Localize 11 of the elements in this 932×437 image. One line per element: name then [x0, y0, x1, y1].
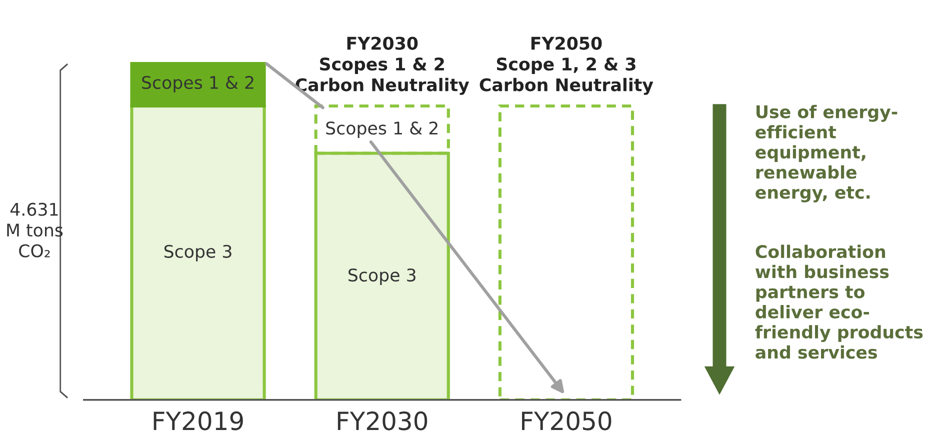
annotation: FY2030 Scopes 1 & 2 Carbon Neutrality	[296, 36, 470, 95]
x-tick-label: FY2019	[154, 411, 243, 430]
annotation: Scopes 1 & 2	[142, 76, 254, 92]
x-tick-label: FY2030	[338, 411, 428, 430]
annotation: FY2050 Scope 1, 2 & 3 Carbon Neutrality	[480, 36, 654, 95]
text: Collaboration with business partners to deliver eco- friendly products and services	[755, 244, 923, 359]
text: Use of energy- efficient equipment, renewable energy, etc.	[756, 104, 898, 202]
annotation: Scopes 1 & 2	[326, 122, 438, 138]
annotation: Scope 3	[348, 268, 416, 285]
annotation: Scope 3	[164, 244, 232, 262]
x-tick-label: FY2050	[522, 411, 612, 430]
